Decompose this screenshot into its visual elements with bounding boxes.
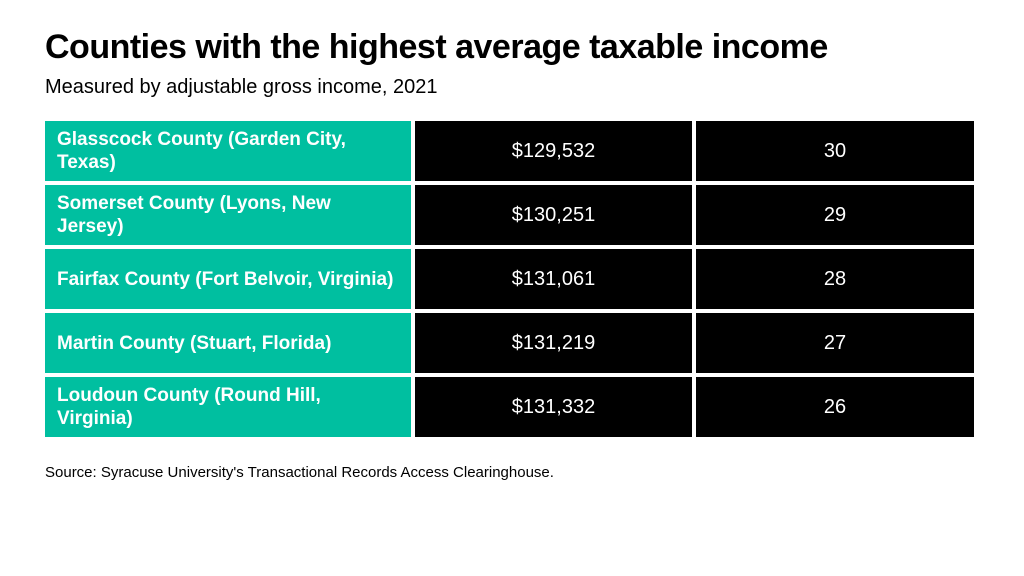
county-cell: Fairfax County (Fort Belvoir, Virginia) [45,249,411,309]
rank-cell: 30 [696,121,974,181]
rank-cell: 27 [696,313,974,373]
income-cell: $130,251 [415,185,692,245]
county-cell: Glasscock County (Garden City, Texas) [45,121,411,181]
income-cell: $131,219 [415,313,692,373]
county-income-table: Glasscock County (Garden City, Texas) $12… [45,121,974,437]
income-cell: $131,061 [415,249,692,309]
county-cell: Somerset County (Lyons, New Jersey) [45,185,411,245]
rank-cell: 29 [696,185,974,245]
chart-subtitle: Measured by adjustable gross income, 202… [45,76,438,98]
source-note: Source: Syracuse University's Transactio… [45,464,554,481]
income-cell: $131,332 [415,377,692,437]
county-cell: Loudoun County (Round Hill, Virginia) [45,377,411,437]
county-cell: Martin County (Stuart, Florida) [45,313,411,373]
rank-cell: 28 [696,249,974,309]
chart-title: Counties with the highest average taxabl… [45,28,828,66]
rank-cell: 26 [696,377,974,437]
income-cell: $129,532 [415,121,692,181]
